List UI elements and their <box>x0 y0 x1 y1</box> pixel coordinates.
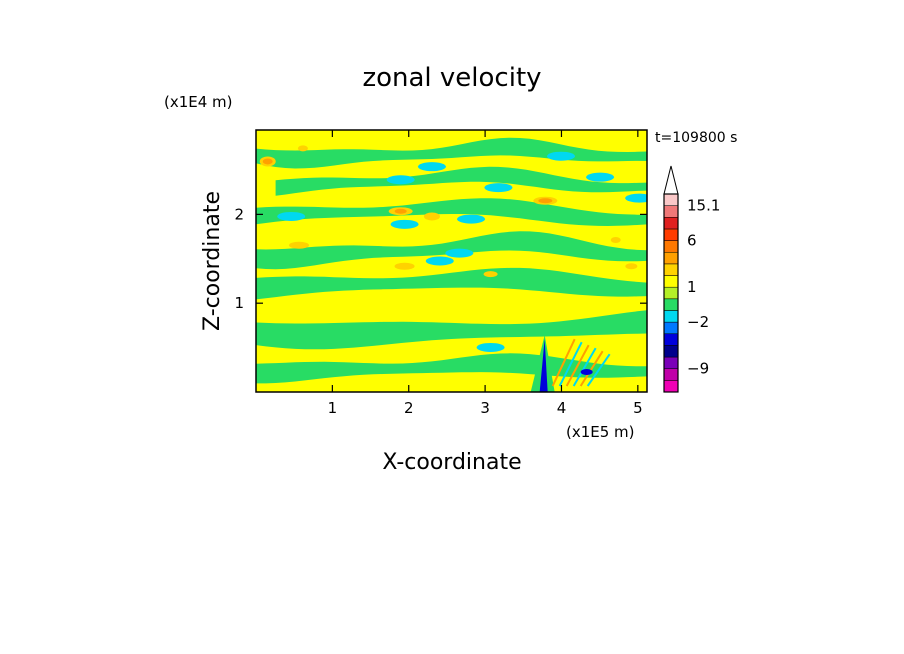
wave-stripe <box>551 338 576 387</box>
colorbar-swatch <box>663 251 679 265</box>
contour-cell <box>484 183 513 193</box>
x-tick-label: 4 <box>557 399 567 417</box>
x-tick-label: 2 <box>404 399 414 417</box>
colorbar-label: 1 <box>687 278 697 296</box>
contour-cell <box>546 151 575 161</box>
y-axis: 12 <box>234 205 647 312</box>
wave-stripe <box>565 344 590 387</box>
wave-stripe <box>586 353 611 387</box>
colorbar-label: 6 <box>687 232 697 250</box>
colorbar-swatch <box>663 217 679 230</box>
contour-cell <box>586 172 615 182</box>
chart-title: zonal velocity <box>362 63 541 93</box>
contour-band <box>256 353 647 384</box>
contour-cell <box>394 208 407 214</box>
wave-core <box>539 339 548 392</box>
colorbar-swatch <box>663 345 679 358</box>
contour-cell <box>580 369 593 375</box>
y-tick-label: 2 <box>234 205 244 223</box>
contour-cell <box>538 198 553 204</box>
x-axis: 1 2 3 4 5 <box>328 130 643 417</box>
x-tick-label: 1 <box>328 399 338 417</box>
colorbar-swatch <box>663 193 679 206</box>
colorbar-swatch <box>663 205 679 218</box>
colorbar-swatch <box>663 380 679 393</box>
x-axis-label: X-coordinate <box>382 450 521 475</box>
wave-stripe <box>572 347 597 387</box>
contour-cell <box>423 212 440 221</box>
contour-band <box>256 198 647 226</box>
time-label: t=109800 s <box>655 130 737 146</box>
contour-cell <box>625 263 638 270</box>
colorbar-label: −2 <box>687 313 709 331</box>
colorbar: 15.1 6 1 −2 −9 <box>663 165 720 393</box>
colorbar-label: 15.1 <box>687 197 720 215</box>
plot-frame <box>255 129 648 393</box>
contour-cell <box>386 175 415 185</box>
contour-cell <box>476 342 505 352</box>
contour-cell <box>390 219 419 229</box>
y-axis-label: Z-coordinate <box>200 191 225 331</box>
colorbar-swatch <box>663 356 679 369</box>
colorbar-extend-arrow <box>663 165 679 195</box>
x-scale-label: (x1E5 m) <box>566 423 635 441</box>
y-tick-label: 1 <box>234 294 244 312</box>
colorbar-swatch <box>663 310 679 323</box>
colorbar-swatch <box>663 321 679 335</box>
colorbar-swatch <box>663 275 679 288</box>
colorbar-frame <box>663 193 679 393</box>
contour-cell <box>483 271 498 278</box>
contour-cell <box>394 262 415 270</box>
contour-cell <box>425 256 454 266</box>
x-tick-label: 3 <box>480 399 490 417</box>
wave-stripe <box>579 350 604 387</box>
contour-band <box>256 310 647 350</box>
colorbar-swatch <box>663 263 679 276</box>
contour-band <box>256 137 647 169</box>
contour-cell <box>289 241 310 249</box>
colorbar-swatch <box>663 228 679 241</box>
colorbar-swatch <box>663 368 679 381</box>
contour-cell <box>457 214 486 224</box>
contour-cell <box>417 162 446 172</box>
contour-cell <box>277 211 306 221</box>
colorbar-swatch <box>663 298 679 311</box>
colorbar-swatch <box>663 333 679 346</box>
wave-stripe <box>558 341 583 387</box>
contour-cell <box>625 193 647 203</box>
contour-cell <box>445 248 474 258</box>
colorbar-swatch <box>663 286 679 300</box>
colorbar-swatch <box>663 240 679 253</box>
contour-cell <box>262 158 273 165</box>
contour-band <box>256 267 647 300</box>
contour-field <box>256 130 647 392</box>
contour-cell <box>297 145 308 152</box>
contour-band <box>275 166 647 196</box>
colorbar-label: −9 <box>687 360 709 378</box>
contour-cell <box>610 237 621 244</box>
x-tick-label: 5 <box>633 399 643 417</box>
y-scale-label: (x1E4 m) <box>164 93 233 111</box>
